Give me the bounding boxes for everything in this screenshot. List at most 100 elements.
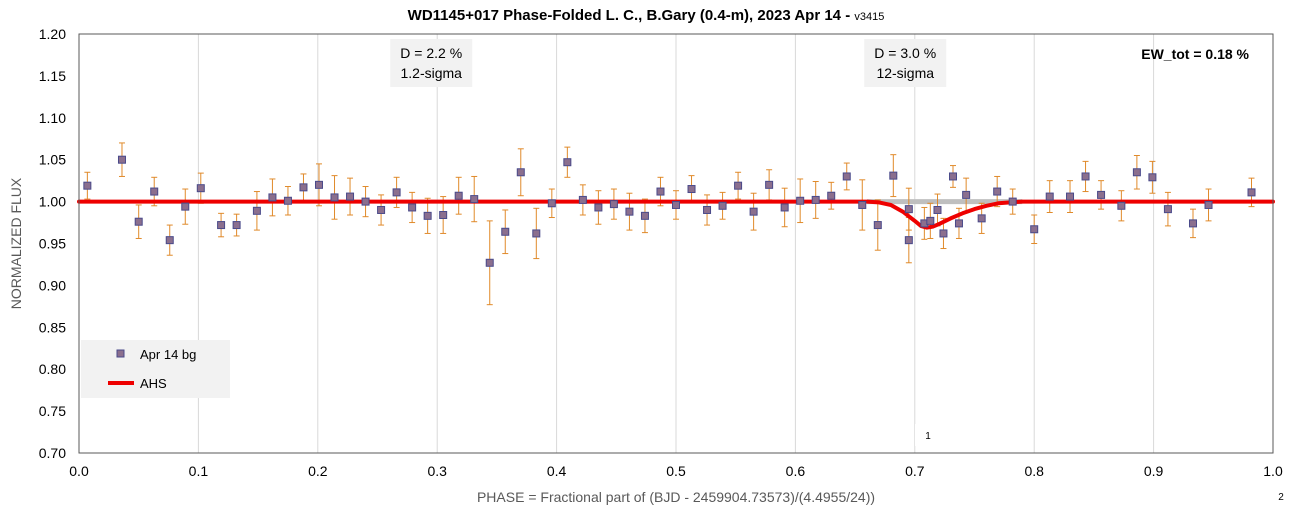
legend-box	[81, 340, 230, 398]
x-axis-label: PHASE = Fractional part of (BJD - 245990…	[477, 489, 875, 505]
data-point	[165, 236, 174, 245]
data-point	[150, 187, 159, 196]
data-point	[470, 195, 479, 204]
annotation-box	[390, 39, 473, 87]
data-point	[949, 172, 958, 181]
data-point	[232, 221, 241, 230]
depth-annotations: D = 2.2 % 1.2-sigma D = 3.0 % 12-sigma	[390, 39, 947, 87]
data-point	[547, 199, 556, 208]
legend: Apr 14 bg AHS	[81, 340, 230, 398]
legend-label-ahs: AHS	[140, 376, 167, 391]
data-point	[780, 203, 789, 212]
y-tick-label: 0.80	[39, 361, 66, 377]
data-point	[283, 196, 292, 205]
x-axis-ticks: 0.0 0.1 0.2 0.3 0.4 0.5 0.6 0.7 0.8 0.9 1.0	[69, 463, 1283, 479]
data-point	[796, 196, 805, 205]
data-point	[532, 229, 541, 238]
x-tick-label: 0.9	[1144, 463, 1164, 479]
data-point	[1008, 197, 1017, 206]
grid-lines	[197, 34, 1155, 453]
data-point	[656, 187, 665, 196]
chart-title-main: WD1145+017 Phase-Folded L. C., B.Gary (0…	[408, 7, 855, 24]
data-point	[501, 227, 510, 236]
data-point	[703, 205, 712, 214]
data-point	[330, 193, 339, 202]
data-point	[1247, 188, 1256, 197]
y-tick-label: 1.10	[39, 110, 66, 126]
x-tick-label: 0.0	[69, 463, 89, 479]
data-point	[842, 172, 851, 181]
data-points	[83, 155, 1256, 267]
data-point	[977, 214, 986, 223]
data-point	[217, 221, 226, 230]
data-point	[134, 217, 143, 226]
y-tick-label: 0.95	[39, 236, 66, 252]
y-tick-label: 1.05	[39, 152, 66, 168]
data-point	[827, 191, 836, 200]
data-point	[962, 190, 971, 199]
data-point	[314, 180, 323, 189]
data-point	[361, 197, 370, 206]
data-point	[811, 195, 820, 204]
y-tick-label: 0.70	[39, 445, 66, 461]
y-axis-label: NORMALIZED FLUX	[8, 177, 24, 309]
x-tick-label: 1.0	[1263, 463, 1283, 479]
x-tick-label: 0.6	[786, 463, 806, 479]
legend-label-apr14: Apr 14 bg	[140, 347, 196, 362]
data-point	[1081, 172, 1090, 181]
annotation-sigma-text: 12-sigma	[876, 65, 934, 81]
data-point	[1163, 205, 1172, 214]
data-point	[1204, 200, 1213, 209]
data-point	[377, 205, 386, 214]
data-point	[687, 185, 696, 194]
data-point	[672, 200, 680, 209]
data-point	[392, 188, 401, 197]
data-point	[609, 200, 618, 209]
data-point	[578, 195, 587, 204]
annotation-sigma-text: 1.2-sigma	[400, 65, 462, 81]
depth-annotation-1: D = 2.2 % 1.2-sigma	[390, 39, 473, 87]
data-point	[181, 202, 190, 211]
data-point	[904, 205, 913, 214]
data-point	[1132, 168, 1141, 177]
data-point	[117, 155, 126, 164]
data-point	[1066, 192, 1075, 201]
y-tick-label: 1.00	[39, 194, 66, 210]
chart-title-suffix: v3415	[854, 11, 884, 23]
chart-title: WD1145+017 Phase-Folded L. C., B.Gary (0…	[408, 7, 885, 24]
y-tick-label: 0.90	[39, 277, 66, 293]
data-point	[904, 236, 913, 245]
marker-label-1-box	[915, 424, 941, 446]
data-point	[1148, 173, 1157, 182]
data-point	[939, 229, 948, 238]
y-tick-label: 1.15	[39, 68, 66, 84]
legend-marker-swatch	[116, 349, 125, 358]
data-point	[625, 207, 634, 216]
data-point	[1097, 190, 1106, 199]
data-point	[196, 184, 205, 193]
data-point	[954, 219, 963, 228]
data-point	[993, 187, 1002, 196]
data-point	[516, 168, 525, 177]
data-point	[933, 205, 942, 214]
model-line-ahs	[77, 199, 1275, 230]
marker-label-1-group: 1	[915, 424, 941, 446]
data-point	[640, 211, 649, 220]
x-tick-label: 0.7	[905, 463, 925, 479]
data-point	[718, 201, 727, 210]
x-tick-label: 0.8	[1024, 463, 1044, 479]
data-point	[252, 206, 261, 215]
data-point	[858, 200, 867, 209]
data-point	[594, 203, 603, 212]
data-point	[873, 221, 882, 230]
x-tick-label: 0.2	[308, 463, 328, 479]
data-point	[1117, 201, 1126, 210]
data-point	[346, 192, 355, 201]
y-tick-label: 1.20	[39, 26, 66, 42]
data-point	[83, 181, 92, 190]
data-point	[749, 207, 758, 216]
annotation-depth-text: D = 2.2 %	[400, 45, 462, 61]
marker-label-2: 2	[1278, 492, 1284, 503]
